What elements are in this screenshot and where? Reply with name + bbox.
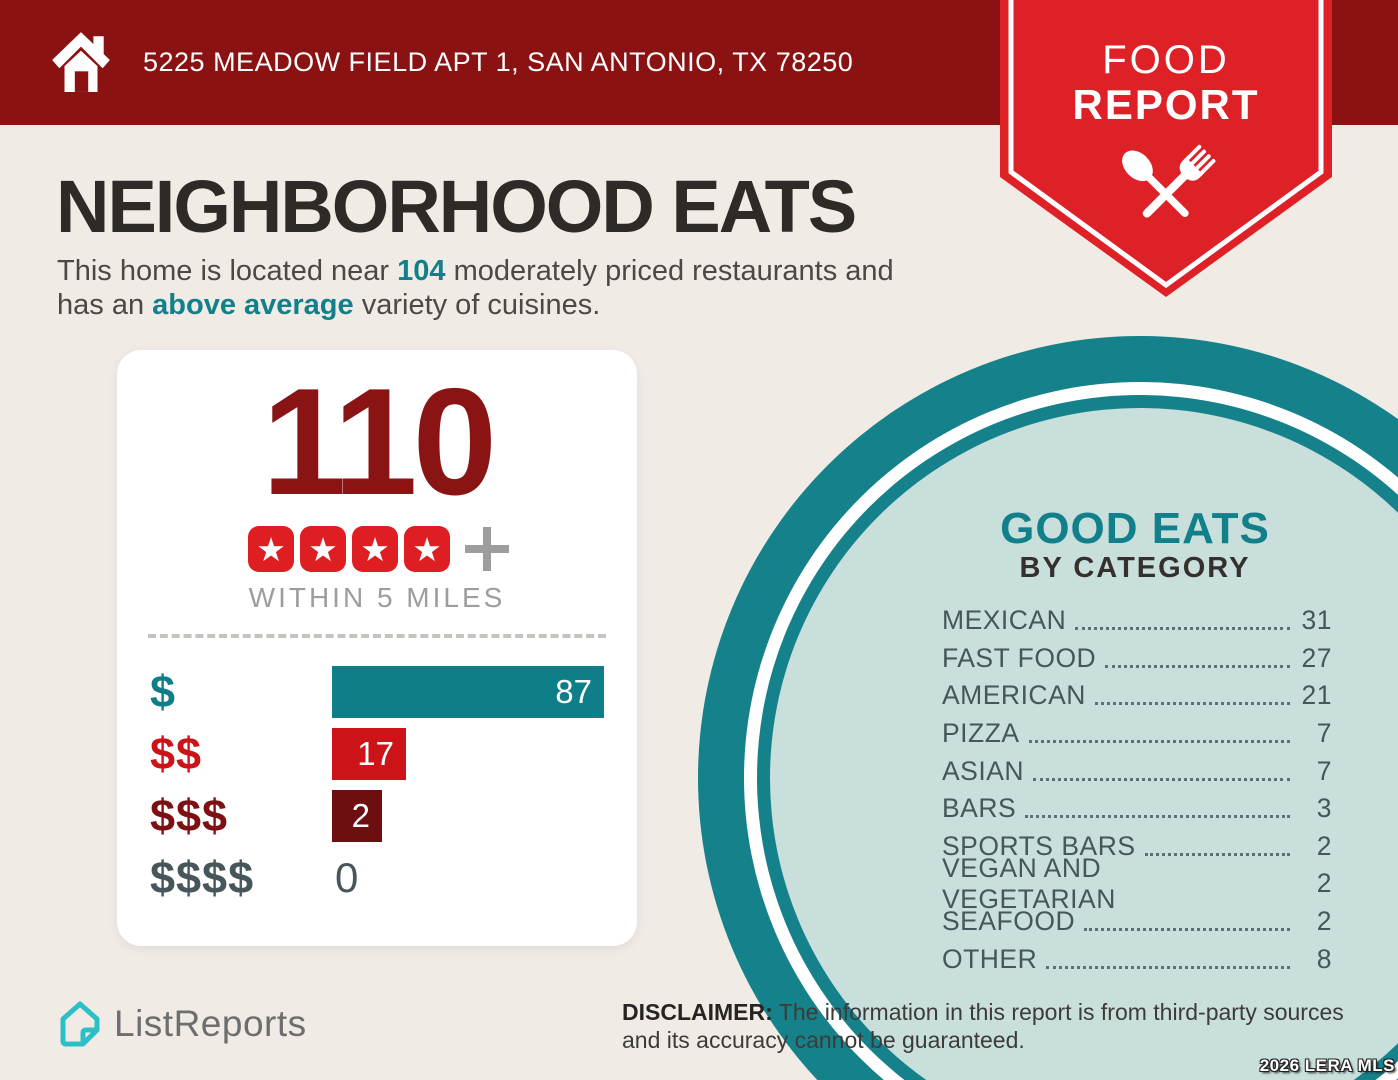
price-bar-value: 2 [351,797,370,834]
category-value: 27 [1301,642,1332,673]
dotted-leader [1046,965,1290,969]
restaurant-score: 110 [261,357,497,527]
star-icon: ★ [300,526,346,572]
star-rating: ★ ★ ★ ★ [117,526,637,572]
variety-highlight: above average [152,289,354,321]
category-value: 7 [1316,718,1332,749]
category-row: BARS 3 [942,790,1332,828]
intro-line-2: has an above average variety of cuisines… [57,289,601,321]
food-report-ribbon [1000,0,1332,297]
ribbon-word-report: REPORT [1072,81,1260,128]
listreports-wordmark: ListReports [114,1003,307,1044]
category-label: MEXICAN [942,605,1067,636]
score-card: 110 ★ ★ ★ ★ WITHIN 5 MILES $87 $$ 17 $$$ 2 $$$$ 0 [117,350,637,946]
category-row: ASIAN 7 [942,752,1332,790]
property-address: 5225 MEADOW FIELD APT 1, SAN ANTONIO, TX… [143,47,854,77]
page-title: NEIGHBORHOOD EATS [56,165,857,248]
ribbon-text: FOOD REPORT [1000,38,1332,128]
price-row: $$$$ 0 [117,852,637,904]
ribbon-word-food: FOOD [1102,38,1230,82]
price-bar-value: 17 [357,735,394,772]
dotted-leader [1094,702,1290,706]
disclaimer: DISCLAIMER: The information in this repo… [622,998,1346,1054]
star-icon: ★ [352,526,398,572]
dotted-leader [1075,627,1290,631]
price-bar: 87 [332,666,604,718]
category-label: PIZZA [942,718,1020,749]
price-bar-value: 87 [555,673,592,710]
intro-text: This home is located near 104 moderately… [57,254,894,322]
price-row: $$$ 2 [117,790,637,842]
star-icon: ★ [404,526,450,572]
price-tier-label: $$$$ [150,852,255,903]
category-row: PIZZA 7 [942,715,1332,753]
category-value: 7 [1316,755,1332,786]
dotted-leader [1028,740,1290,744]
dotted-leader [1144,852,1290,856]
disclaimer-label: DISCLAIMER: [622,999,773,1025]
dotted-leader [1084,928,1290,932]
category-label: SPORTS BARS [942,830,1136,861]
category-label: OTHER [942,943,1038,974]
price-row: $$ 17 [117,728,637,780]
price-bar-value: 0 [335,854,359,901]
category-row: FAST FOOD 27 [942,640,1332,678]
dotted-leader [1025,815,1290,819]
listreports-brand: ListReports [58,1000,307,1048]
category-label: FAST FOOD [942,642,1097,673]
within-label: WITHIN 5 MILES [248,582,506,613]
category-label: SEAFOOD [942,906,1076,937]
category-row: OTHER 8 [942,940,1332,978]
category-value: 2 [1316,830,1332,861]
category-label: ASIAN [942,755,1025,786]
category-label: BARS [942,793,1017,824]
disclaimer-text: The information in this report is from t… [622,999,1344,1053]
category-value: 8 [1316,943,1332,974]
category-value: 21 [1301,680,1332,711]
price-tier-label: $ [150,666,177,717]
intro-line-1: This home is located near 104 moderately… [57,255,894,287]
category-label: AMERICAN [942,680,1086,711]
good-eats-subtitle: BY CATEGORY [1019,552,1251,584]
restaurant-count: 104 [397,255,446,287]
listreports-logo-icon [60,1001,100,1047]
category-row: MEXICAN 31 [942,602,1332,640]
price-bar: 2 [332,790,382,842]
category-row: SPORTS BARS 2 [942,828,1332,866]
good-eats-title: GOOD EATS [1000,504,1270,553]
category-row: SEAFOOD 2 [942,903,1332,941]
price-bar: 17 [332,728,406,780]
price-bar-chart: $87 $$ 17 $$$ 2 $$$$ 0 [117,666,637,914]
spoon-fork-icon [1122,144,1216,218]
category-list: MEXICAN 31 FAST FOOD 27 AMERICAN 21 PIZZA 7 ASIA… [942,602,1332,978]
category-label: VEGAN AND VEGETARIAN [942,852,1116,914]
dotted-leader [1105,664,1290,668]
price-tier-label: $$$ [150,790,229,841]
dashed-divider [148,634,606,638]
category-value: 2 [1316,906,1332,937]
dotted-leader [1033,777,1290,781]
category-value: 2 [1316,868,1332,899]
category-value: 3 [1316,793,1332,824]
mls-watermark: 2026 LERA MLS [1259,1056,1395,1075]
price-tier-label: $$ [150,728,203,779]
home-icon [52,32,110,92]
category-value: 31 [1301,605,1332,636]
category-row: VEGAN AND VEGETARIAN 2 [942,853,1332,914]
category-row: AMERICAN 21 [942,677,1332,715]
price-row: $87 [117,666,637,718]
star-icon: ★ [248,526,294,572]
plus-icon [465,527,509,571]
